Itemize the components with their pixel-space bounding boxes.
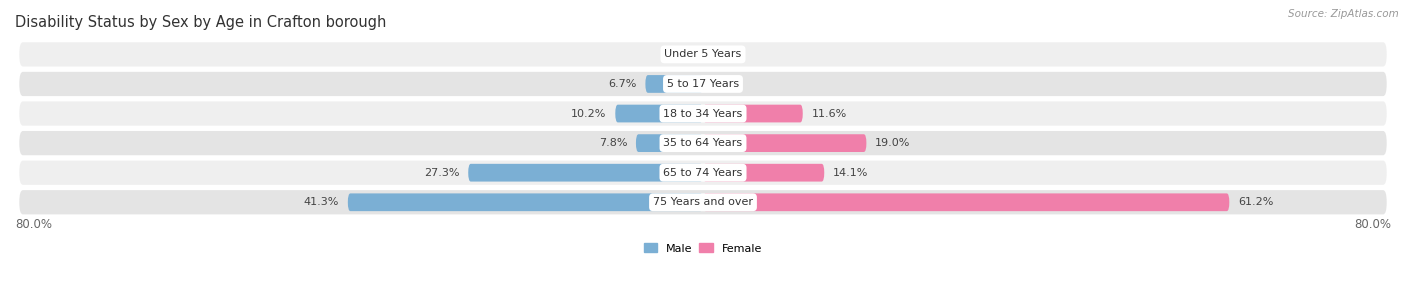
FancyBboxPatch shape: [20, 72, 1386, 96]
FancyBboxPatch shape: [20, 101, 1386, 126]
Text: 41.3%: 41.3%: [304, 197, 339, 207]
Text: 75 Years and over: 75 Years and over: [652, 197, 754, 207]
Text: 11.6%: 11.6%: [811, 109, 846, 119]
Text: 14.1%: 14.1%: [832, 168, 869, 178]
Text: Disability Status by Sex by Age in Crafton borough: Disability Status by Sex by Age in Craft…: [15, 15, 387, 30]
FancyBboxPatch shape: [703, 193, 1229, 211]
FancyBboxPatch shape: [703, 134, 866, 152]
Text: 0.0%: 0.0%: [711, 49, 740, 59]
Legend: Male, Female: Male, Female: [640, 239, 766, 258]
FancyBboxPatch shape: [20, 160, 1386, 185]
Text: 61.2%: 61.2%: [1237, 197, 1274, 207]
Text: 0.0%: 0.0%: [666, 49, 695, 59]
FancyBboxPatch shape: [636, 134, 703, 152]
Text: 27.3%: 27.3%: [425, 168, 460, 178]
Text: 5 to 17 Years: 5 to 17 Years: [666, 79, 740, 89]
Text: 0.0%: 0.0%: [711, 79, 740, 89]
Text: 19.0%: 19.0%: [875, 138, 910, 148]
Text: 80.0%: 80.0%: [15, 218, 52, 231]
Text: 35 to 64 Years: 35 to 64 Years: [664, 138, 742, 148]
FancyBboxPatch shape: [616, 105, 703, 122]
FancyBboxPatch shape: [347, 193, 703, 211]
Text: Under 5 Years: Under 5 Years: [665, 49, 741, 59]
Text: 80.0%: 80.0%: [1354, 218, 1391, 231]
Text: 18 to 34 Years: 18 to 34 Years: [664, 109, 742, 119]
Text: 10.2%: 10.2%: [571, 109, 606, 119]
Text: 7.8%: 7.8%: [599, 138, 627, 148]
Text: 65 to 74 Years: 65 to 74 Years: [664, 168, 742, 178]
FancyBboxPatch shape: [20, 131, 1386, 155]
Text: Source: ZipAtlas.com: Source: ZipAtlas.com: [1288, 9, 1399, 19]
FancyBboxPatch shape: [20, 42, 1386, 66]
FancyBboxPatch shape: [703, 164, 824, 181]
FancyBboxPatch shape: [20, 190, 1386, 214]
Text: 6.7%: 6.7%: [609, 79, 637, 89]
FancyBboxPatch shape: [645, 75, 703, 93]
FancyBboxPatch shape: [468, 164, 703, 181]
FancyBboxPatch shape: [703, 105, 803, 122]
